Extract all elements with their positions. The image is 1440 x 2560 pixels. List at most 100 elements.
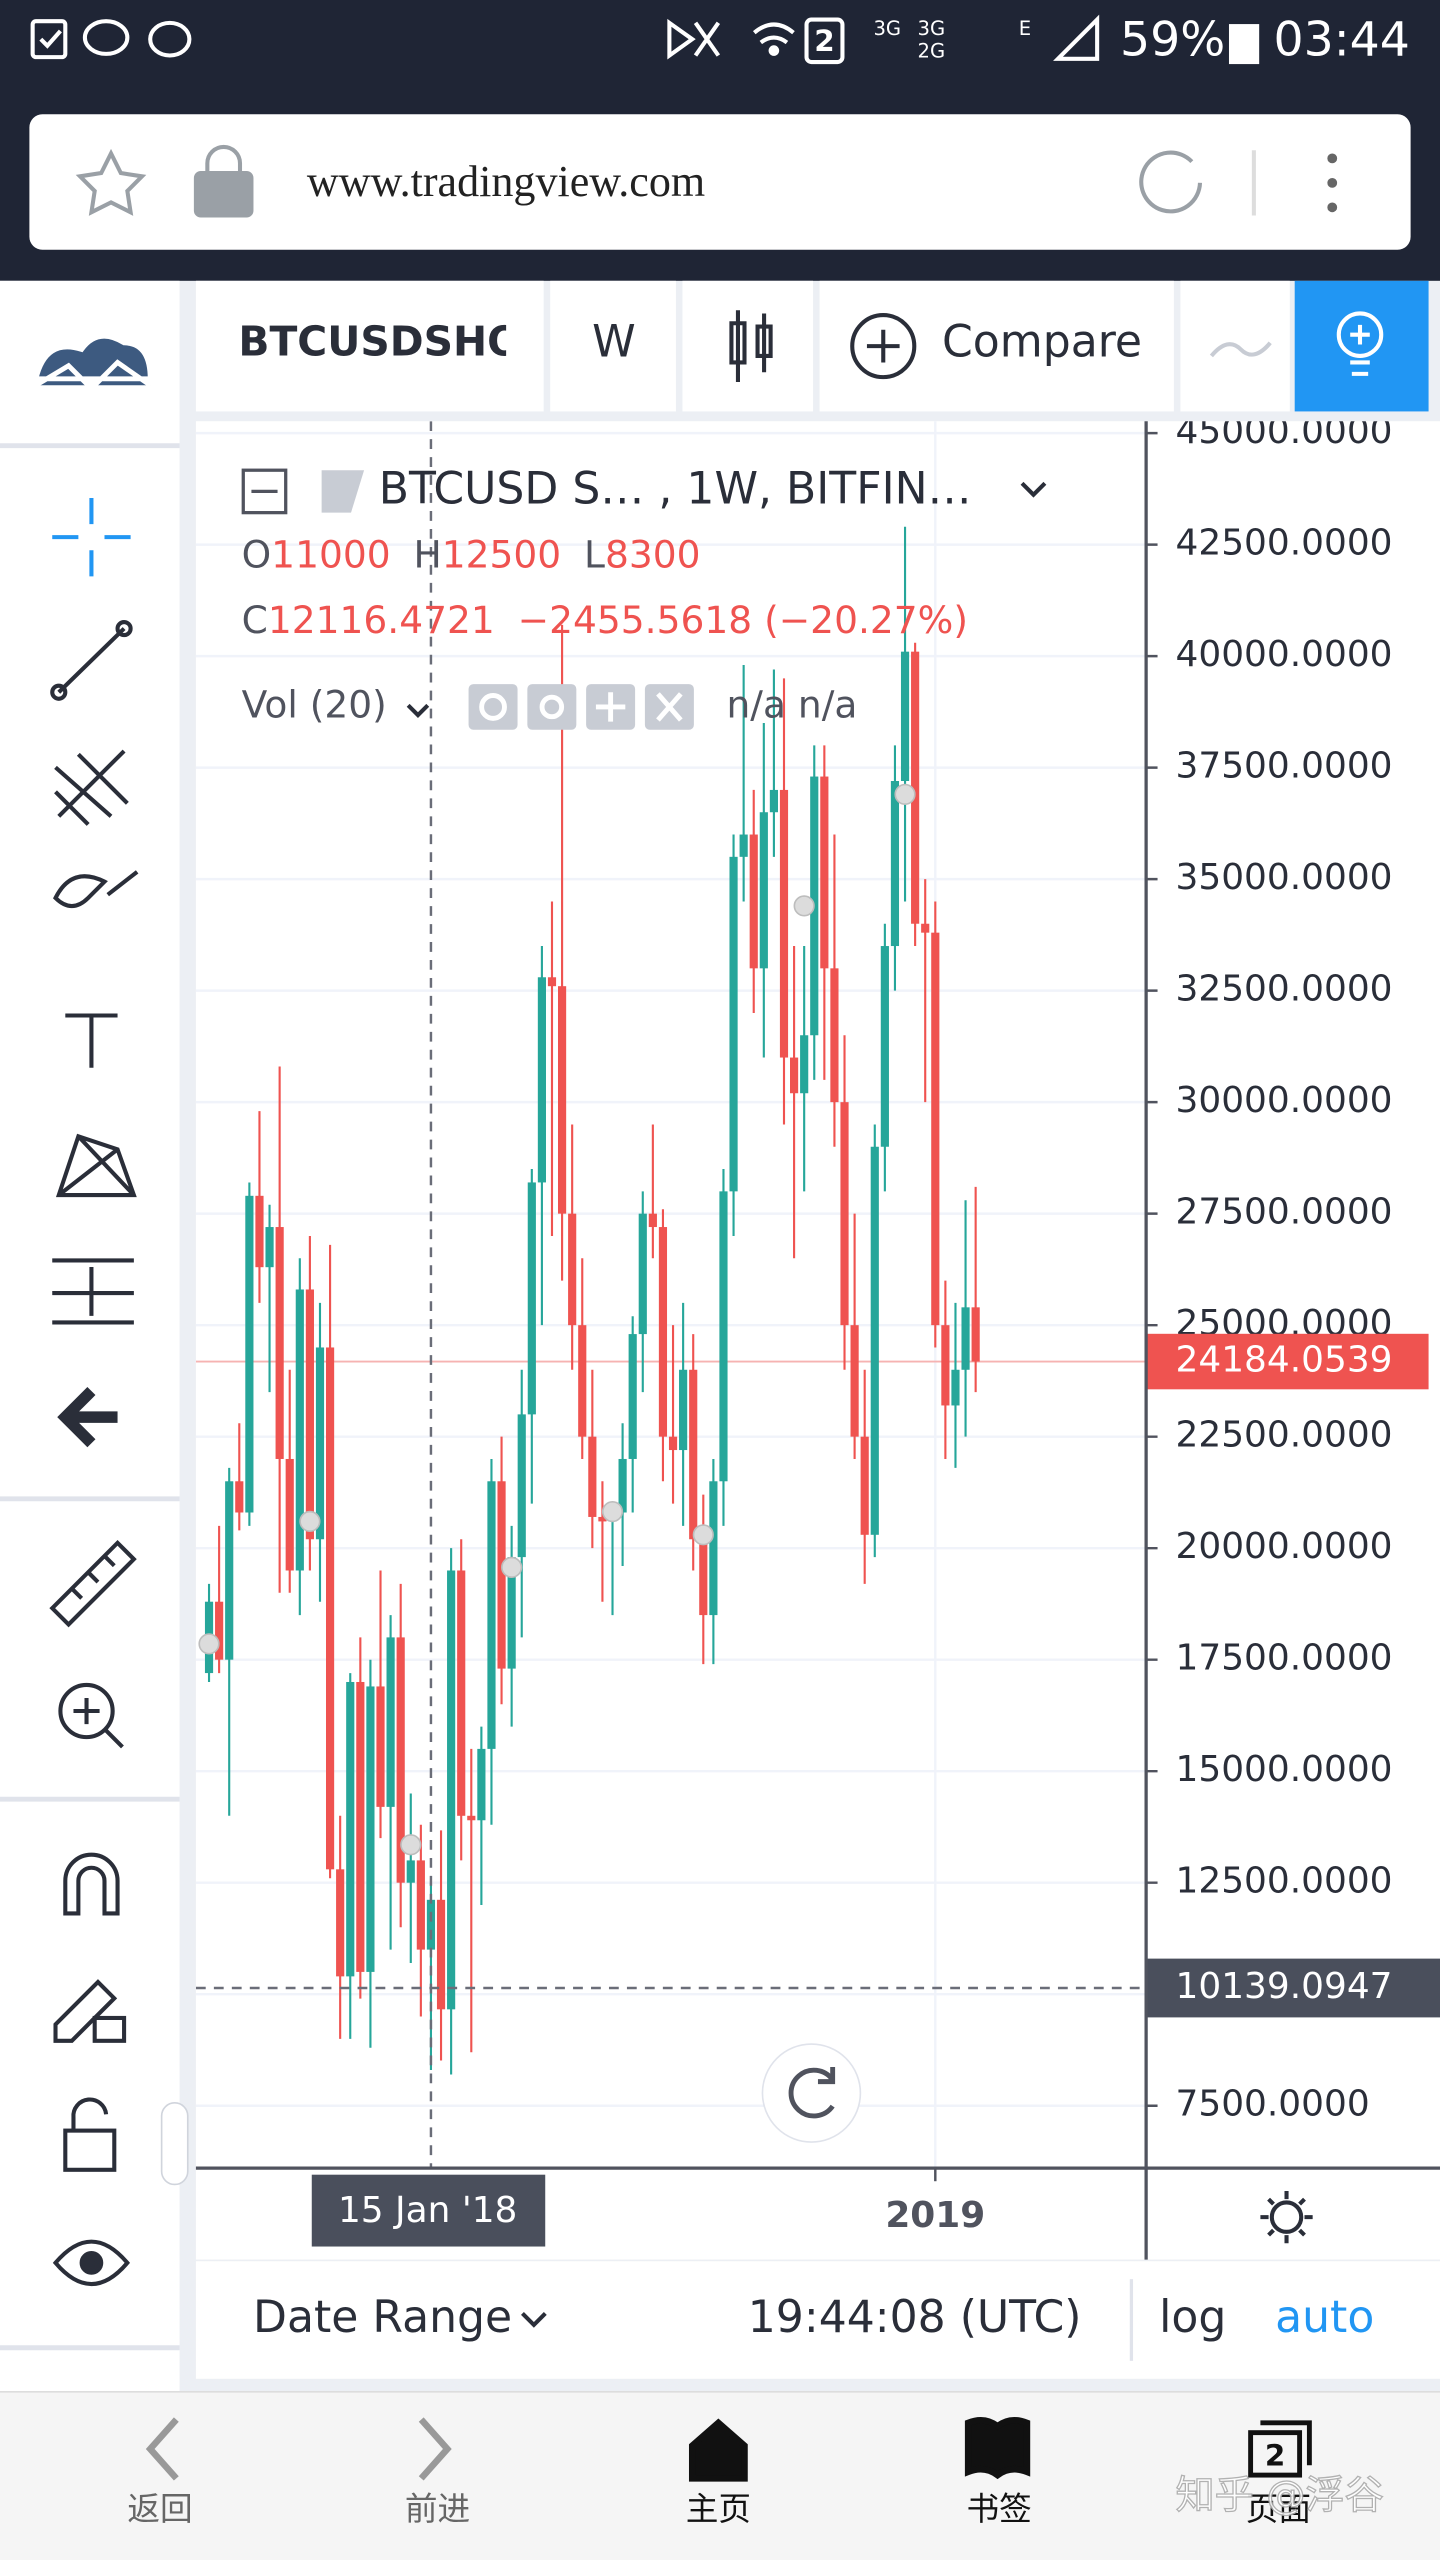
tool-icons[interactable] (55, 1133, 137, 1198)
url-icons[interactable] (205, 144, 243, 174)
toolbar-icons[interactable] (850, 313, 917, 380)
toolbar-collapse[interactable] (160, 2102, 189, 2186)
candle-body (245, 1195, 254, 1513)
nav-icons[interactable] (145, 2417, 179, 2481)
chevron[interactable] (521, 2312, 547, 2328)
tool-icons[interactable] (63, 1852, 120, 1916)
nav-labels[interactable]: 页面 (1246, 2490, 1311, 2528)
tab-count[interactable]: 2 (1265, 2439, 1285, 2473)
nav-labels[interactable]: 返回 (127, 2490, 192, 2528)
log-toggle[interactable]: log (1159, 2292, 1226, 2343)
url-icons[interactable] (1327, 202, 1338, 213)
tool-icons[interactable] (52, 2239, 131, 2287)
marker-dot (692, 1524, 714, 1546)
tool-icons[interactable] (57, 627, 126, 694)
tool-icons[interactable] (58, 1682, 115, 1740)
toolbar-separators (0, 443, 180, 2351)
url-icons[interactable] (1139, 150, 1203, 214)
toolbar-icons[interactable] (729, 310, 1384, 383)
marker-dot (501, 1556, 523, 1578)
toolbar-icons[interactable] (729, 310, 773, 383)
candle-body (658, 1227, 668, 1437)
tool-icons[interactable] (50, 683, 68, 701)
reset-button[interactable] (761, 2043, 862, 2143)
date-range[interactable]: Date Range (253, 2292, 512, 2343)
toolbar-icons[interactable] (866, 329, 900, 363)
tool-icons[interactable] (57, 1386, 118, 1448)
tool-icons[interactable] (65, 1013, 118, 1068)
y-tick-label: 20000.0000 (1176, 1526, 1393, 1567)
url-bar[interactable] (29, 114, 1411, 250)
url[interactable]: www.tradingview.com (307, 157, 705, 206)
chart-toolbar (682, 280, 814, 412)
nav-labels[interactable]: 书签 (967, 2490, 1032, 2528)
ohlc-line: 8300 (605, 532, 701, 576)
compare[interactable]: Compare (942, 316, 1142, 367)
status-icons (82, 19, 130, 56)
marker-dot (299, 1510, 321, 1533)
settings-icon[interactable] (1260, 2191, 1313, 2244)
nav-icons[interactable] (418, 2417, 452, 2481)
nav-labels[interactable]: 主页 (686, 2490, 751, 2528)
status-text: 2 (814, 24, 834, 58)
tool-icons[interactable] (54, 749, 129, 826)
candle-body (568, 1213, 577, 1326)
tool-icons[interactable] (49, 1539, 137, 1628)
settings-icon[interactable] (1260, 2191, 1313, 2244)
y-tick-label: 22500.0000 (1176, 1415, 1393, 1456)
chart-toolbar (550, 280, 676, 412)
marker-dot (894, 783, 916, 806)
symbol[interactable]: BTCUSDSHO (238, 317, 521, 365)
candle-body (285, 1458, 294, 1571)
tool-icons[interactable] (52, 497, 131, 577)
marker-dot (400, 1834, 422, 1856)
tool-icons[interactable] (73, 1697, 124, 1749)
status-icons (30, 19, 68, 60)
ideas-button[interactable] (1294, 280, 1429, 412)
candle-body (507, 1557, 516, 1669)
nav-icons[interactable] (1248, 2430, 1303, 2478)
tool-icons[interactable] (49, 497, 139, 2287)
y-tick-label: 37500.0000 (1176, 746, 1393, 787)
status-icons (39, 29, 62, 49)
tool-icons[interactable] (115, 620, 133, 638)
settings-icon[interactable] (1269, 2200, 1304, 2234)
chart-frame (195, 421, 1440, 2260)
reset-icon[interactable] (788, 2066, 836, 2119)
candle-body (679, 1369, 688, 1451)
nav-icons[interactable] (1260, 2420, 1312, 2466)
candle-body (769, 789, 778, 813)
tool-icons[interactable] (53, 870, 139, 909)
toolbar-icons[interactable] (1336, 311, 1384, 358)
auto-toggle[interactable]: auto (1275, 2292, 1374, 2343)
nav-icons[interactable] (964, 2416, 1031, 2480)
y-tick-label: 12500.0000 (1176, 1861, 1393, 1902)
url-icons[interactable] (1327, 177, 1338, 188)
nav-labels[interactable]: 返回 前进 主页 书签 页面 (127, 2490, 1311, 2528)
tool-icons[interactable] (52, 1258, 134, 1325)
url-icons[interactable] (193, 171, 254, 218)
chart-legend (241, 468, 288, 515)
url-icons[interactable] (75, 144, 1338, 218)
url-icons[interactable] (75, 148, 147, 216)
url-icons[interactable] (1327, 153, 1338, 164)
candle-body (880, 946, 889, 1147)
toolbar-icons[interactable] (1209, 341, 1272, 358)
chart-legend (527, 684, 577, 730)
tool-icons[interactable] (79, 2251, 104, 2275)
interval[interactable]: W (592, 316, 636, 367)
nav-icons[interactable] (145, 2416, 1312, 2482)
tool-icons[interactable] (71, 2097, 109, 2131)
marker-dot (793, 895, 815, 917)
toolbar-icons[interactable] (1350, 324, 1370, 376)
logo[interactable] (32, 333, 153, 393)
candle-body (366, 1686, 375, 1972)
chart-title: BTCUSD S… , 1W, BITFIN… (379, 463, 972, 514)
tool-icons[interactable] (92, 2015, 127, 2043)
ohlc-line: L (584, 532, 605, 576)
nav-icons[interactable] (688, 2418, 748, 2482)
nav-labels[interactable]: 前进 (405, 2490, 470, 2528)
chart-legend (1020, 481, 1047, 498)
tool-icons[interactable] (63, 2128, 117, 2172)
